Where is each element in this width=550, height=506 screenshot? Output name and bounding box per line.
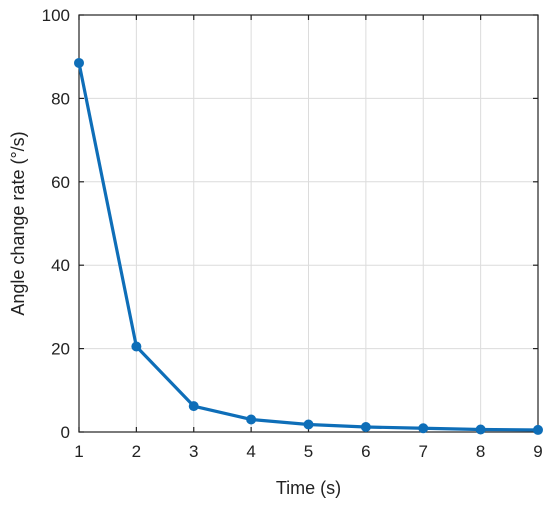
data-point bbox=[360, 421, 371, 432]
x-tick-label: 9 bbox=[533, 442, 542, 461]
data-point bbox=[303, 419, 314, 430]
series-layer bbox=[74, 57, 543, 435]
y-tick-label: 40 bbox=[51, 256, 70, 275]
y-tick-label: 60 bbox=[51, 173, 70, 192]
x-tick-label: 7 bbox=[419, 442, 428, 461]
y-tick-label: 100 bbox=[42, 6, 70, 25]
data-point bbox=[188, 401, 199, 412]
y-tick-label: 80 bbox=[51, 89, 70, 108]
x-axis-title: Time (s) bbox=[276, 478, 341, 498]
y-tick-label: 20 bbox=[51, 340, 70, 359]
data-point bbox=[131, 341, 142, 352]
y-tick-label: 0 bbox=[61, 423, 70, 442]
y-axis-title: Angle change rate (°/s) bbox=[8, 131, 28, 315]
x-tick-label: 4 bbox=[246, 442, 255, 461]
data-point bbox=[74, 57, 84, 68]
data-point bbox=[475, 424, 486, 435]
data-point bbox=[533, 424, 543, 435]
x-tick-label: 6 bbox=[361, 442, 370, 461]
axis-ticks: 1 2 3 4 5 6 7 8 9 0 20 40 60 80 100 bbox=[42, 6, 543, 461]
data-point bbox=[246, 414, 257, 425]
x-tick-label: 5 bbox=[304, 442, 313, 461]
x-tick-label: 3 bbox=[189, 442, 198, 461]
x-tick-label: 8 bbox=[476, 442, 485, 461]
grid bbox=[78, 14, 539, 433]
x-tick-label: 2 bbox=[132, 442, 141, 461]
data-point bbox=[418, 423, 429, 434]
x-tick-label: 1 bbox=[74, 442, 83, 461]
